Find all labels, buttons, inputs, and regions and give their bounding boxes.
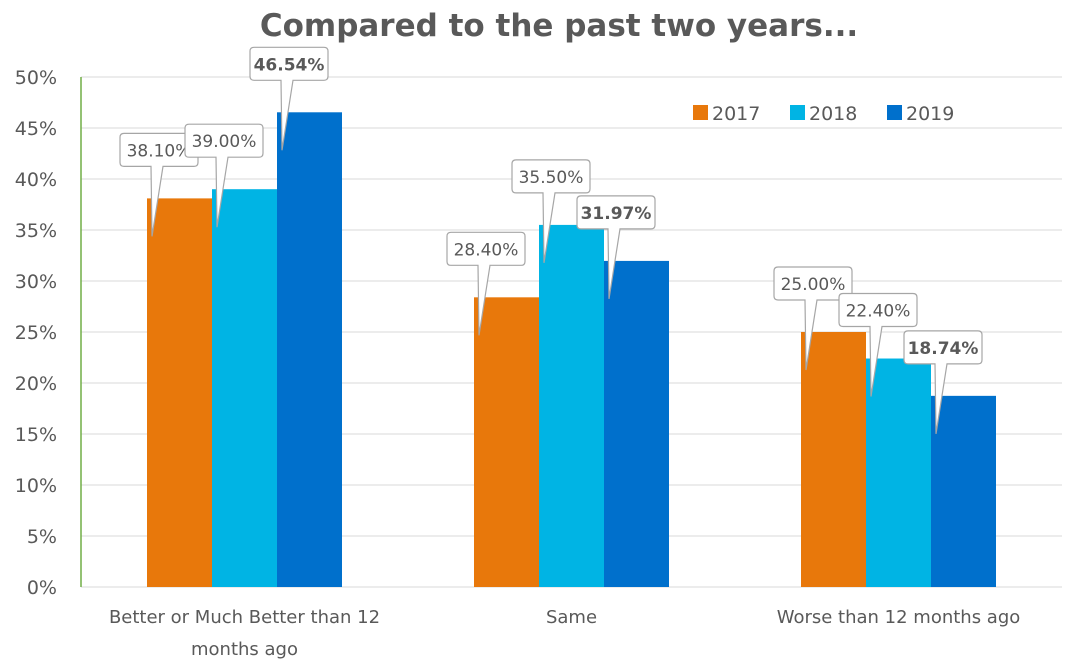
data-label-callout: 31.97% [576, 195, 656, 299]
y-tick-label: 20% [15, 373, 57, 395]
bar-2018 [212, 189, 277, 587]
y-tick-label: 0% [27, 577, 57, 599]
y-tick-label: 50% [15, 67, 57, 89]
callout-bubble [838, 292, 918, 397]
x-category-label: Better or Much Better than 12 months ago [109, 607, 380, 660]
callout-bubble [511, 159, 591, 263]
x-category-label: Worse than 12 months ago [777, 607, 1021, 628]
data-label: 38.10% [127, 141, 192, 161]
legend-swatch [887, 105, 902, 120]
data-label: 28.40% [454, 240, 519, 260]
legend-swatch [693, 105, 708, 120]
y-tick-label: 5% [27, 526, 57, 548]
y-tick-label: 40% [15, 169, 57, 191]
data-label: 35.50% [519, 168, 584, 188]
legend-label: 2017 [712, 103, 760, 125]
callout-bubble [576, 195, 656, 299]
x-category-label: Same [546, 607, 597, 628]
data-label: 22.40% [846, 302, 911, 322]
data-label: 25.00% [781, 275, 846, 295]
bar-2019 [277, 112, 342, 588]
bar-2017 [474, 297, 539, 587]
bar-2019 [604, 260, 669, 587]
x-axis-categories: Better or Much Better than 12 months ago S… [109, 607, 1020, 660]
bars [147, 112, 996, 588]
data-label-callouts: 38.10% 39.00% 46.54% 28.40% 35.50% 31.97% 25.0… [119, 46, 983, 434]
chart-title: Compared to the past two years... [260, 8, 858, 44]
y-tick-label: 10% [15, 475, 57, 497]
y-tick-label: 45% [15, 118, 57, 140]
bar-2017 [147, 198, 212, 587]
callout-bubble [903, 330, 983, 434]
data-label-callout: 22.40% [838, 292, 918, 397]
data-label: 39.00% [192, 132, 257, 152]
bar-2017 [801, 332, 866, 587]
callout-bubble [773, 266, 853, 371]
legend-item: 2019 [887, 103, 954, 125]
callout-bubble [249, 46, 329, 151]
y-tick-label: 35% [15, 220, 57, 242]
legend-item: 2018 [790, 103, 857, 125]
data-label-callout: 28.40% [446, 231, 526, 336]
data-label-callout: 46.54% [249, 46, 329, 151]
callout-bubble [446, 231, 526, 336]
bar-2018 [539, 224, 604, 587]
data-label-callout: 18.74% [903, 330, 983, 434]
data-label-callout: 39.00% [184, 123, 264, 228]
y-axis-ticks: 0% 5% 10% 15% 20% 25% 30% 35% 40% 45% 50% [15, 67, 57, 599]
legend: 2017 2018 2019 [693, 103, 954, 125]
data-label: 31.97% [581, 204, 652, 224]
y-tick-label: 15% [15, 424, 57, 446]
bar-2018 [866, 358, 931, 587]
data-label-callout: 35.50% [511, 159, 591, 263]
legend-label: 2019 [906, 103, 954, 125]
legend-label: 2018 [809, 103, 857, 125]
data-label-callout: 25.00% [773, 266, 853, 371]
data-label: 46.54% [254, 55, 325, 75]
legend-swatch [790, 105, 805, 120]
data-label: 18.74% [908, 339, 979, 359]
y-tick-label: 30% [15, 271, 57, 293]
callout-bubble [184, 123, 264, 228]
bar-2019 [931, 395, 996, 587]
y-tick-label: 25% [15, 322, 57, 344]
legend-item: 2017 [693, 103, 760, 125]
